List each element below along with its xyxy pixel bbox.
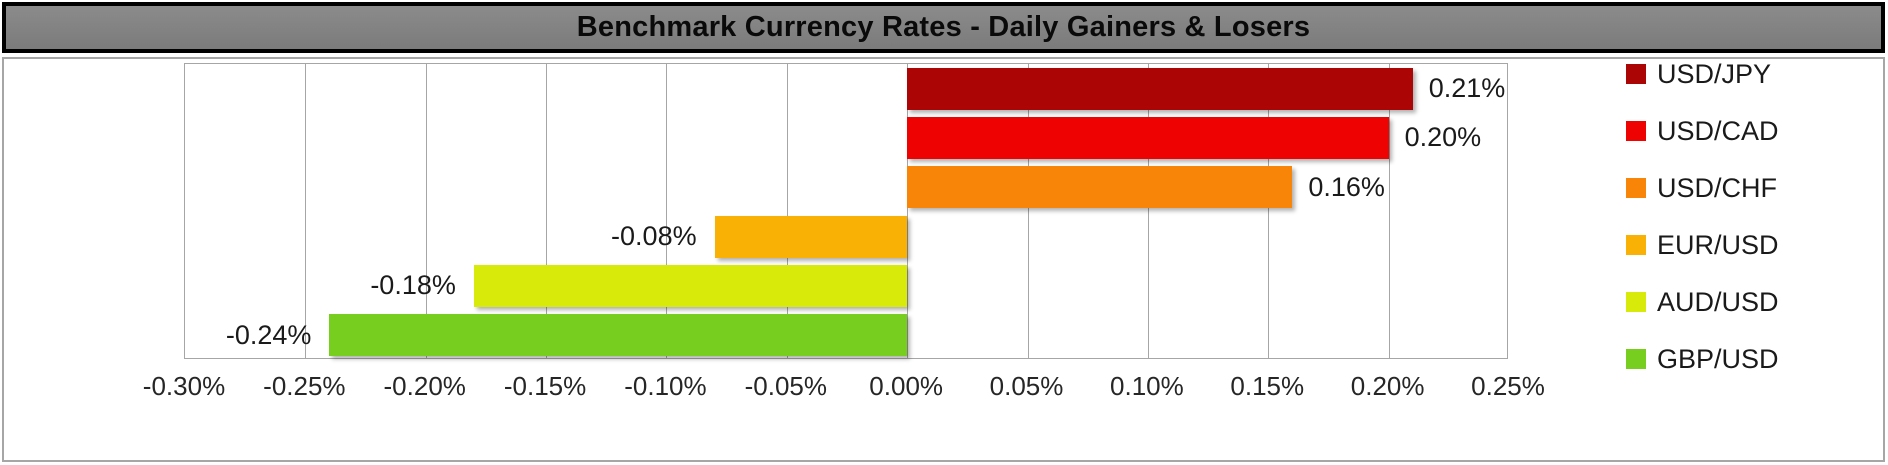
x-tick-label: -0.05% [744, 371, 828, 401]
legend-swatch-icon [1626, 235, 1646, 255]
gridline [907, 64, 909, 358]
gridline [425, 64, 427, 358]
bar-usd-jpy [907, 67, 1413, 110]
bar-eur-usd [714, 215, 908, 258]
legend-item-usd-chf: USD/CHF [1626, 173, 1779, 203]
gridline [666, 64, 668, 358]
bar-value-label: -0.18% [370, 270, 456, 301]
gridline [305, 64, 307, 358]
legend-label: USD/CHF [1657, 172, 1777, 203]
x-tick-label: 0.00% [869, 371, 944, 401]
chart-title-bar: Benchmark Currency Rates - Daily Gainers… [2, 2, 1885, 53]
legend-item-aud-usd: AUD/USD [1626, 287, 1779, 317]
x-tick-label: -0.15% [503, 371, 587, 401]
legend-swatch-icon [1626, 178, 1646, 198]
legend-swatch-icon [1626, 121, 1646, 141]
bar-value-label: 0.16% [1308, 171, 1385, 202]
legend-item-eur-usd: EUR/USD [1626, 230, 1779, 260]
x-axis: -0.30% -0.25% -0.20% -0.15% -0.10% -0.05% 0.00… [143, 371, 1545, 411]
gridline [1027, 64, 1029, 358]
bar-value-label: -0.08% [611, 221, 697, 252]
gridline [1147, 64, 1149, 358]
gridline [786, 64, 788, 358]
bar-aud-usd [473, 265, 908, 307]
legend-label: USD/JPY [1657, 58, 1772, 89]
bar-value-label: 0.21% [1428, 73, 1506, 104]
legend-label: GBP/USD [1657, 343, 1779, 374]
chart-panel: 0.21% 0.20% 0.16% -0.08% -0.18% -0.24% -0.30%… [2, 57, 1885, 462]
legend-item-usd-cad: USD/CAD [1626, 116, 1779, 146]
gridline [546, 64, 548, 358]
plot-area: 0.21% 0.20% 0.16% -0.08% -0.18% -0.24% [184, 63, 1508, 359]
legend-item-usd-jpy: USD/JPY [1626, 59, 1779, 89]
chart-title: Benchmark Currency Rates - Daily Gainers… [576, 11, 1311, 43]
legend-swatch-icon [1626, 64, 1646, 84]
legend-swatch-icon [1626, 292, 1646, 312]
bar-gbp-usd [329, 314, 908, 357]
bar-value-label: 0.20% [1404, 122, 1482, 153]
x-tick-label: -0.20% [383, 371, 466, 401]
gridline [1268, 64, 1270, 358]
x-tick-label: 0.10% [1110, 371, 1184, 401]
x-tick-label: -0.30% [142, 371, 226, 401]
bar-usd-cad [907, 117, 1389, 159]
gridline [1388, 64, 1390, 358]
x-tick-label: 0.15% [1230, 371, 1305, 401]
legend-item-gbp-usd: GBP/USD [1626, 344, 1779, 374]
bar-value-label: -0.24% [225, 319, 312, 350]
x-tick-label: -0.25% [263, 371, 346, 401]
legend-label: AUD/USD [1657, 286, 1779, 317]
x-tick-label: 0.20% [1350, 371, 1425, 401]
x-tick-label: 0.25% [1471, 371, 1545, 401]
x-tick-label: -0.10% [624, 371, 707, 401]
legend-label: EUR/USD [1657, 229, 1779, 260]
legend-swatch-icon [1626, 349, 1646, 369]
legend: USD/JPY USD/CAD USD/CHF EUR/USD AUD/USD GBP/U… [1626, 59, 1779, 401]
x-tick-label: 0.05% [989, 371, 1064, 401]
bar-usd-chf [907, 166, 1293, 209]
legend-label: USD/CAD [1657, 115, 1779, 146]
